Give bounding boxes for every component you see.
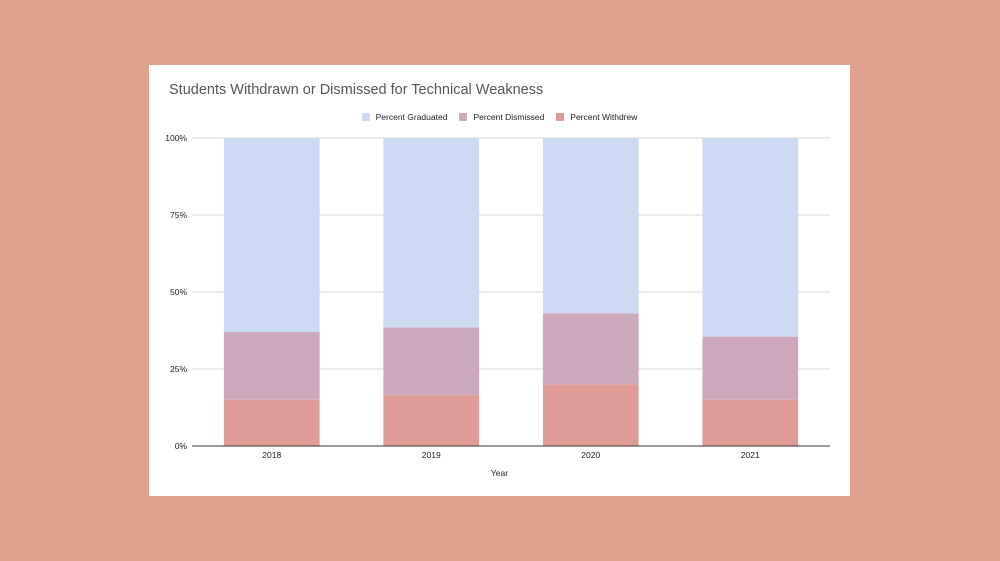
bar-segment-percent-graduated <box>542 138 639 314</box>
legend-item-graduated: Percent Graduated <box>361 112 448 122</box>
y-tick-label: 100% <box>165 133 187 143</box>
legend-label-graduated: Percent Graduated <box>375 112 448 122</box>
legend-label-withdrew: Percent Withdrew <box>570 112 638 122</box>
x-tick-label: 2018 <box>262 450 281 460</box>
bar-segment-percent-withdrew <box>702 399 799 446</box>
y-tick-label: 75% <box>170 210 187 220</box>
y-tick-label: 0% <box>175 441 188 451</box>
bar-segment-percent-withdrew <box>223 399 320 446</box>
chart-plot-area: 0% 25% 50% 75% 100% 2018 2019 2020 2021 <box>165 133 830 460</box>
chart-title: Students Withdrawn or Dismissed for Tech… <box>169 82 544 98</box>
legend-swatch-withdrew <box>556 113 565 121</box>
legend-swatch-graduated <box>361 113 370 121</box>
x-axis-title: Year <box>490 468 509 478</box>
chart-card: Students Withdrawn or Dismissed for Tech… <box>149 65 850 496</box>
x-tick-label: 2020 <box>581 450 600 460</box>
bar-segment-percent-graduated <box>383 138 480 328</box>
y-tick-label: 25% <box>170 364 187 374</box>
bar-segment-percent-withdrew <box>542 384 639 446</box>
x-tick-label: 2019 <box>422 450 441 460</box>
bar-segment-percent-withdrew <box>383 395 480 446</box>
bar-segment-percent-dismissed <box>383 327 480 396</box>
bar-segment-percent-dismissed <box>223 332 320 400</box>
y-tick-label: 50% <box>170 287 187 297</box>
bar-segment-percent-graduated <box>702 138 799 337</box>
bar-segment-percent-dismissed <box>542 313 639 385</box>
legend-item-withdrew: Percent Withdrew <box>556 112 637 122</box>
x-tick-label: 2021 <box>741 450 760 460</box>
legend-item-dismissed: Percent Dismissed <box>459 112 544 122</box>
bar-segment-percent-graduated <box>223 138 320 333</box>
legend-label-dismissed: Percent Dismissed <box>473 112 545 122</box>
bar-segment-percent-dismissed <box>702 336 799 400</box>
chart-legend: Percent Graduated Percent Dismissed Perc… <box>149 112 850 122</box>
legend-swatch-dismissed <box>459 113 468 121</box>
